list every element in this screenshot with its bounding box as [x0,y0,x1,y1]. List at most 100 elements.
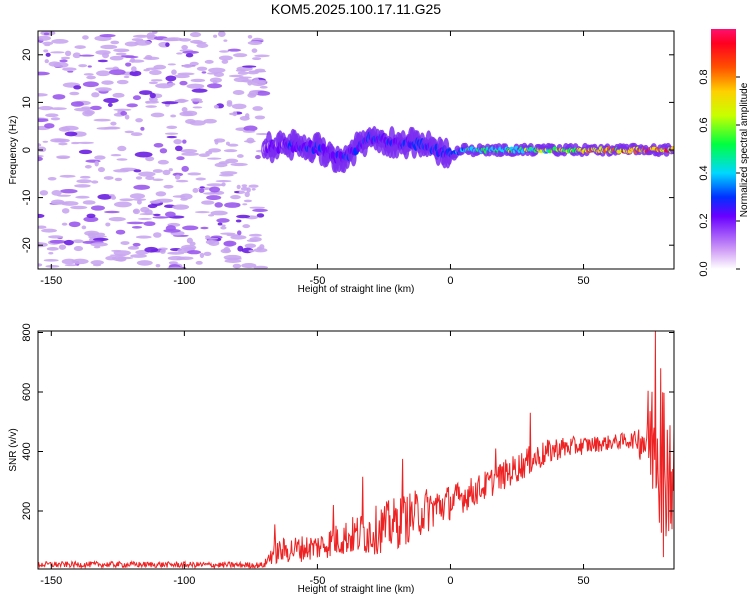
noise-speckle [73,246,84,252]
spectrogram-y-label: Frequency (Hz) [8,116,19,185]
noise-speckle [109,194,115,197]
noise-speckle [110,154,122,157]
noise-speckle [200,226,209,230]
noise-speckle [71,258,89,265]
noise-speckle [51,199,65,205]
noise-speckle [252,57,262,61]
colorbar-tick-label: 0.0 [698,261,710,276]
noise-speckle [226,233,239,237]
noise-speckle [247,40,263,46]
snr-series-line [38,331,674,569]
noise-speckle [227,48,242,52]
noise-speckle [185,53,194,58]
noise-speckle [45,265,60,268]
noise-speckle [241,184,248,188]
noise-speckle [199,186,205,189]
noise-speckle [45,52,51,57]
noise-speckle [113,169,130,173]
noise-speckle [208,67,226,73]
noise-speckle [109,55,124,61]
snr-y-ticks: 200 400 600 800 [21,323,674,520]
y-tick-label: 800 [21,323,33,341]
noise-speckle [164,211,176,218]
noise-speckle [152,178,164,181]
noise-speckle [181,244,197,251]
noise-speckle [236,214,250,219]
noise-speckle [61,258,77,265]
noise-speckle [113,201,132,208]
noise-speckle [179,80,188,86]
noise-speckle [155,198,174,203]
snr-y-label: SNR (v/v) [8,428,19,471]
noise-speckle [232,263,242,269]
noise-speckle [147,204,158,209]
noise-speckle [67,70,74,73]
noise-speckle [205,239,216,245]
noise-speckle [145,175,155,180]
noise-speckle [172,195,186,198]
noise-speckle [248,249,255,253]
noise-speckle [42,140,49,143]
noise-speckle [70,205,88,210]
noise-speckle [73,85,82,90]
noise-speckle [101,80,114,85]
noise-speckle [145,105,157,108]
noise-speckle [82,35,89,40]
noise-speckle [93,118,111,122]
noise-speckle [240,186,249,191]
noise-speckle [56,194,72,197]
noise-speckle [221,224,226,227]
noise-speckle [130,254,148,258]
noise-speckle [173,139,182,145]
noise-speckle [105,67,120,70]
noise-speckle [145,156,155,162]
noise-speckle [90,260,104,265]
noise-speckle [231,103,247,110]
noise-speckle [134,151,153,158]
noise-speckle [131,66,137,72]
noise-speckle [176,98,187,103]
noise-speckle [176,52,183,55]
y-tick-label: 0 [21,147,33,153]
noise-speckle [105,222,111,227]
y-tick-label: 400 [21,442,33,460]
noise-speckle [58,244,67,250]
noise-speckle [90,105,102,111]
noise-speckle [81,225,87,230]
noise-speckle [59,189,78,194]
noise-speckle [107,102,113,108]
noise-speckle [213,104,219,109]
noise-speckle [124,114,130,120]
colorbar-tick-label: 0.2 [698,213,710,228]
noise-speckle [42,41,54,46]
noise-speckle [61,201,79,206]
noise-speckle [207,157,222,160]
noise-speckle [180,197,188,201]
noise-speckle [139,90,153,95]
noise-speckle [213,138,226,143]
noise-speckle [189,32,202,38]
noise-speckle [214,202,223,208]
noise-speckle [155,191,167,197]
noise-speckle [44,123,55,129]
noise-speckle [91,92,100,98]
noise-speckle [243,199,252,203]
noise-speckle [78,149,93,155]
noise-speckle [256,246,262,251]
chart-title: KOM5.2025.100.17.11.G25 [271,1,441,17]
colorbar-label: Normalized spectral amplitude [739,82,750,217]
snr-x-ticks: -150 -100 -50 0 50 [40,331,590,587]
noise-speckle [219,50,230,53]
x-tick-label: 0 [447,275,453,287]
noise-speckle [217,31,226,37]
noise-speckle [165,42,170,47]
colorbar-ticks: 0.0 0.2 0.4 0.6 0.8 [698,69,740,277]
noise-speckle [251,188,256,191]
noise-speckle [242,203,248,206]
noise-speckle [252,106,264,111]
noise-speckle [224,257,242,261]
noise-speckle [244,243,257,249]
noise-speckle [223,39,228,42]
noise-speckle [133,169,142,173]
noise-speckle [181,45,189,50]
